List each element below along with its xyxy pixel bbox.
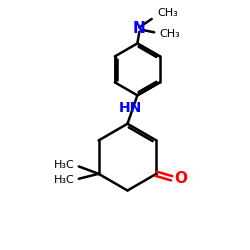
Text: HN: HN: [119, 101, 142, 115]
Text: CH₃: CH₃: [157, 8, 178, 18]
Text: H₃C: H₃C: [54, 160, 75, 170]
Text: N: N: [133, 21, 146, 36]
Text: CH₃: CH₃: [160, 29, 180, 39]
Text: H₃C: H₃C: [54, 175, 75, 185]
Text: O: O: [175, 171, 188, 186]
